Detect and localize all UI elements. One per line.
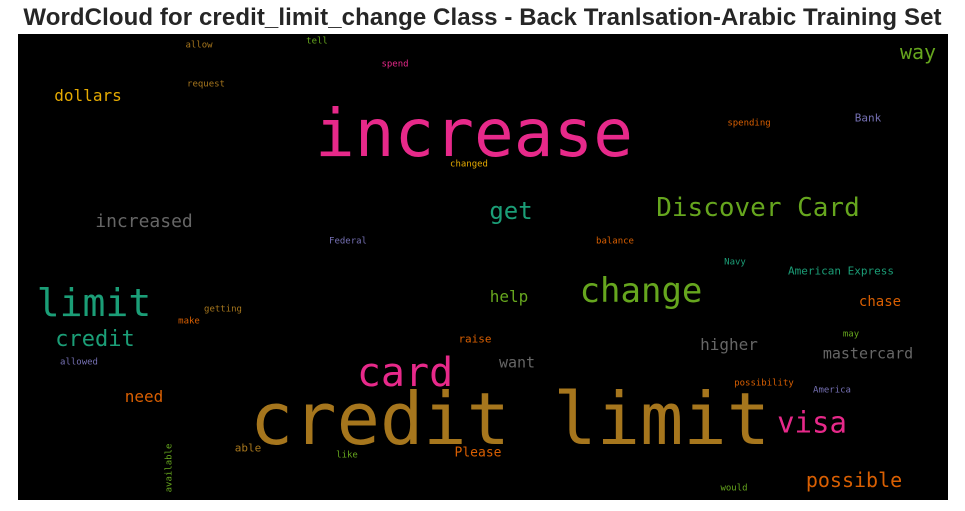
word-card: card: [356, 350, 454, 396]
word-like: like: [336, 450, 358, 461]
word-getting: getting: [204, 304, 242, 315]
word-federal: Federal: [329, 236, 367, 247]
word-credit: credit: [55, 327, 135, 352]
word-changed: changed: [450, 159, 488, 170]
word-dollars: dollars: [54, 86, 122, 105]
word-raise: raise: [458, 332, 492, 346]
word-may: may: [842, 329, 860, 340]
word-possibility: possibility: [734, 378, 794, 389]
word-bank: Bank: [854, 111, 882, 125]
word-balance: balance: [596, 236, 634, 247]
chart-title: WordCloud for credit_limit_change Class …: [23, 4, 942, 31]
word-increased: increased: [95, 211, 193, 232]
word-visa: visa: [777, 405, 847, 440]
word-please: Please: [454, 445, 502, 461]
word-american-express: American Express: [788, 264, 894, 278]
word-make: make: [178, 316, 200, 327]
word-increase: increase: [315, 95, 633, 172]
word-want: want: [498, 353, 536, 372]
word-allow: allow: [185, 40, 213, 51]
word-would: would: [720, 483, 748, 494]
word-credit-limit: credit limit: [249, 377, 771, 461]
word-request: request: [187, 79, 225, 90]
word-available: available: [164, 443, 175, 493]
word-change: change: [579, 271, 703, 311]
word-need: need: [124, 387, 164, 406]
word-way: way: [899, 40, 937, 64]
word-spend: spend: [381, 59, 409, 70]
word-tell: tell: [306, 36, 328, 47]
word-higher: higher: [700, 335, 758, 354]
word-navy: Navy: [724, 257, 746, 268]
word-help: help: [489, 287, 529, 306]
word-chase: chase: [858, 294, 902, 310]
word-allowed: allowed: [60, 357, 98, 368]
word-discover-card: Discover Card: [656, 193, 860, 223]
word-america: America: [813, 385, 851, 396]
word-mastercard: mastercard: [822, 344, 914, 363]
word-spending: spending: [727, 118, 771, 129]
word-possible: possible: [805, 468, 903, 492]
word-able: able: [234, 441, 262, 455]
wordcloud-canvas: credit limit increase card limit change Disco…: [18, 34, 948, 500]
word-get: get: [489, 197, 533, 225]
word-limit: limit: [36, 281, 152, 325]
